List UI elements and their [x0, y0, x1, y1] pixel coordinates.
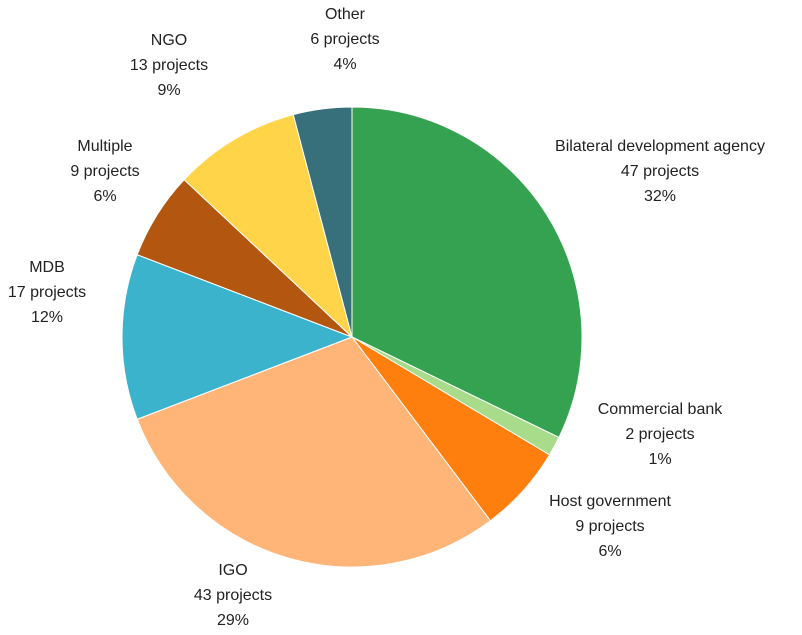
pie-labels: Bilateral development agency 47 projects 3…	[8, 6, 765, 629]
slice-label: Commercial bank 2 projects 1%	[598, 401, 723, 468]
slice-label-pct: 29%	[217, 612, 249, 629]
slice-label-pct: 4%	[333, 56, 356, 73]
slice-label-pct: 12%	[31, 309, 63, 326]
slice-label: IGO 43 projects 29%	[194, 562, 272, 629]
slice-label: NGO 13 projects 9%	[130, 32, 208, 99]
slice-label-count: 6 projects	[310, 31, 379, 48]
slice-label-pct: 6%	[598, 543, 621, 560]
slice-label-label: Other	[325, 6, 366, 23]
slice-label-count: 47 projects	[621, 163, 699, 180]
slice-label-count: 13 projects	[130, 57, 208, 74]
slice-label-count: 17 projects	[8, 284, 86, 301]
slice-label-label: Multiple	[77, 138, 132, 155]
slice-label-count: 2 projects	[625, 426, 694, 443]
slice-label-label: IGO	[218, 562, 247, 579]
pie-slices	[121, 106, 583, 568]
slice-label-count: 43 projects	[194, 587, 272, 604]
pie-slice-other	[292, 106, 353, 338]
slice-label: Bilateral development agency 47 projects 3…	[555, 138, 765, 205]
slice-label-label: MDB	[29, 259, 65, 276]
slice-label: MDB 17 projects 12%	[8, 259, 86, 326]
slice-label: Host government 9 projects 6%	[549, 493, 671, 560]
slice-label-count: 9 projects	[70, 163, 139, 180]
slice-label-label: Commercial bank	[598, 401, 723, 418]
slice-label-label: Bilateral development agency	[555, 138, 765, 155]
pie-slice-bilateral-development-agency	[351, 106, 583, 439]
slice-label-label: Host government	[549, 493, 671, 510]
pie-slice-igo	[136, 336, 492, 568]
slice-label-label: NGO	[151, 32, 187, 49]
slice-label-count: 9 projects	[575, 518, 644, 535]
slice-label-pct: 6%	[93, 188, 116, 205]
slice-label-pct: 9%	[157, 82, 180, 99]
slice-label-pct: 32%	[644, 188, 676, 205]
pie-slice-mdb	[121, 254, 354, 420]
slice-label: Multiple 9 projects 6%	[70, 138, 139, 205]
pie-slice-ngo	[183, 114, 353, 339]
slice-label-pct: 1%	[648, 451, 671, 468]
slice-label: Other 6 projects 4%	[310, 6, 379, 73]
